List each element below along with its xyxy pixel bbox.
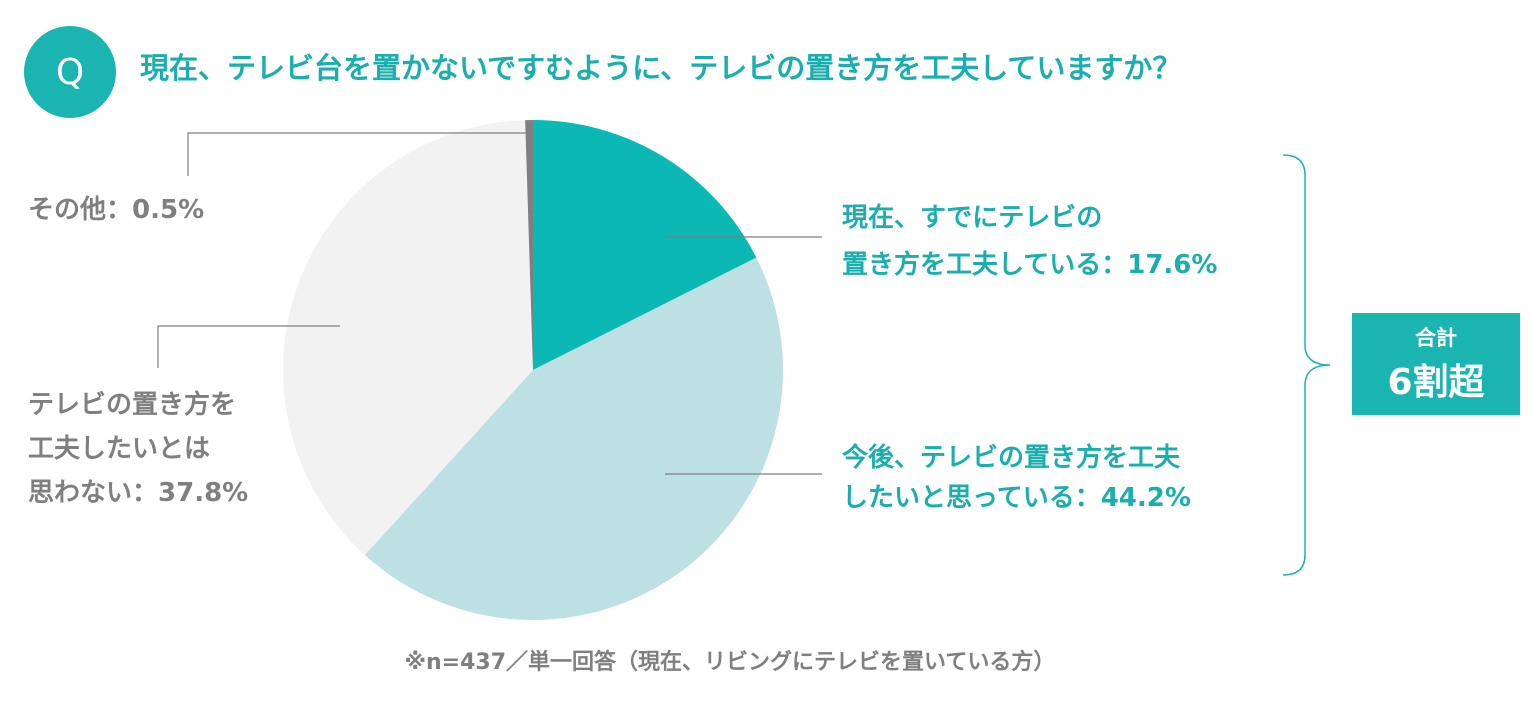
pie-slice [364,257,783,620]
category-label: テレビの置き方を [28,389,236,420]
pie-slice [533,120,757,370]
slice-label: 現在、すでにテレビの [842,203,1102,233]
slice-label: 今後、テレビの置き方を工夫 [842,442,1181,473]
slice-label: その他：0.5% [28,195,204,225]
category-label: したいと思っている： [842,483,1101,513]
total-text: 6割超 [1387,362,1485,403]
leader-line [187,132,527,176]
note: ※n=437／単一回答（現在、リビングにテレビを置いている方） [405,649,1056,675]
value-label: 37.8% [158,478,248,508]
slice-label: 工夫したいとは [28,434,210,464]
bracket [1282,154,1331,576]
slice-label: したいと思っている：44.2% [842,483,1191,513]
value-label: 44.2% [1101,483,1191,513]
pie-slice [525,120,533,370]
value-label: 0.5% [132,195,204,225]
total-box [1352,313,1520,415]
badge-text: Q [56,52,84,93]
total-label: 合計 [1415,326,1457,350]
leader-lines [157,132,822,475]
slice-label: 思わない：37.8% [28,478,248,508]
category-label: 今後、テレビの置き方を工夫 [842,442,1181,473]
leader-line [157,325,340,368]
badge-circle [24,26,116,118]
slice-label: 置き方を工夫している：17.6% [842,249,1217,280]
pie [283,120,783,620]
category-label: 思わない： [28,478,158,508]
pie-slice [283,120,533,556]
value-label: 17.6% [1127,250,1217,280]
chart-title: 現在、テレビ台を置かないですむように、テレビの置き方を工夫していますか？ [140,51,1181,85]
slice-label: テレビの置き方を [28,389,236,420]
category-label: 置き方を工夫している： [842,249,1127,280]
category-label: 工夫したいとは [28,434,210,464]
category-label: その他： [28,195,132,225]
category-label: 現在、すでにテレビの [842,203,1102,233]
